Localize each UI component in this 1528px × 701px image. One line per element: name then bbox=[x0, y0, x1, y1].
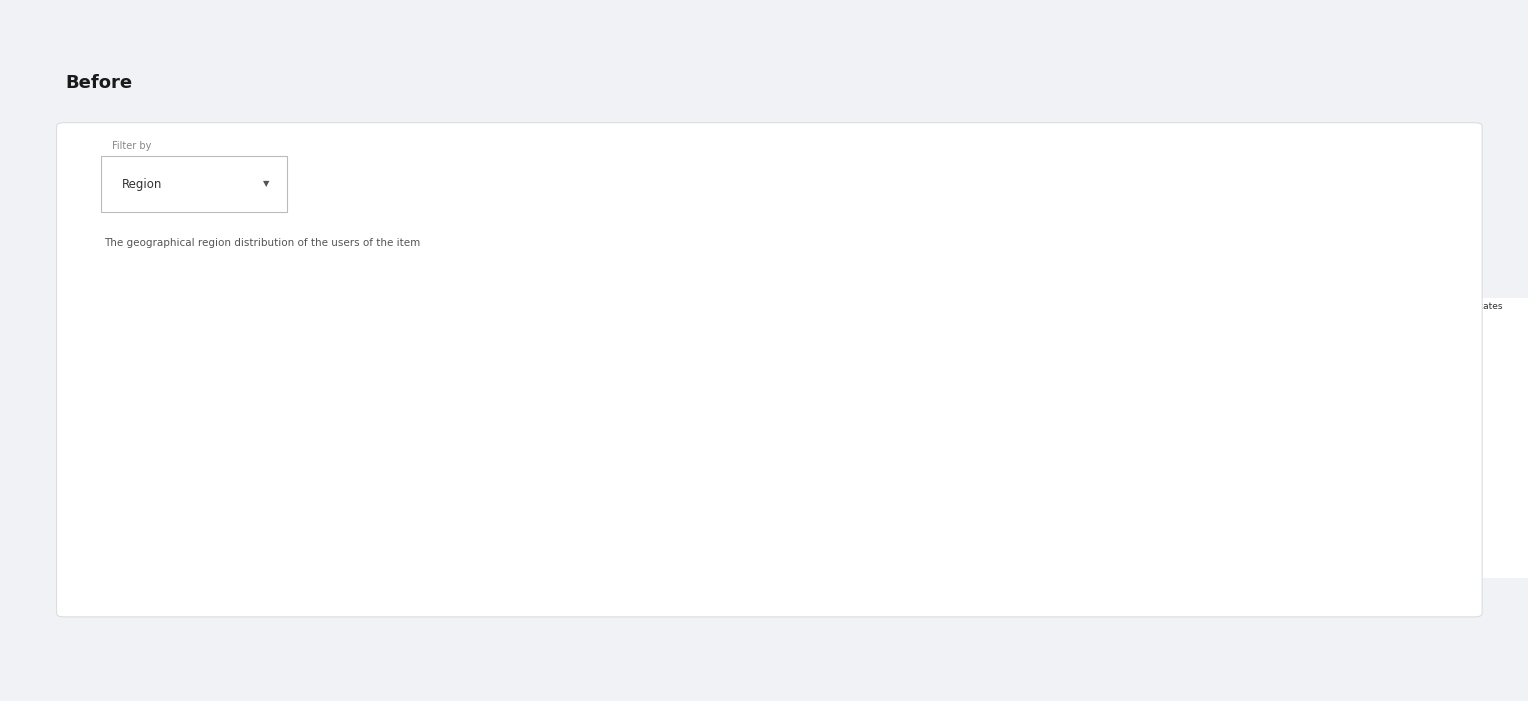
Text: France: France bbox=[1441, 339, 1471, 347]
Text: The geographical region distribution of the users of the item: The geographical region distribution of … bbox=[104, 238, 420, 248]
Text: 1/18: 1/18 bbox=[1429, 562, 1453, 572]
Text: Filter by: Filter by bbox=[112, 141, 151, 151]
Text: ▼: ▼ bbox=[263, 179, 269, 189]
Y-axis label: Installations: Installations bbox=[113, 407, 124, 470]
Text: Italy: Italy bbox=[1441, 521, 1461, 529]
Text: Mexico: Mexico bbox=[1441, 484, 1473, 493]
Text: Before: Before bbox=[66, 74, 133, 92]
Text: Canada: Canada bbox=[1441, 375, 1475, 383]
Text: Region: Region bbox=[122, 177, 162, 191]
Text: ▲: ▲ bbox=[1406, 563, 1412, 571]
Text: ▼: ▼ bbox=[1470, 563, 1478, 571]
Text: United States: United States bbox=[1441, 302, 1502, 311]
Text: Germany: Germany bbox=[1441, 448, 1482, 456]
Text: UK: UK bbox=[1441, 411, 1453, 420]
